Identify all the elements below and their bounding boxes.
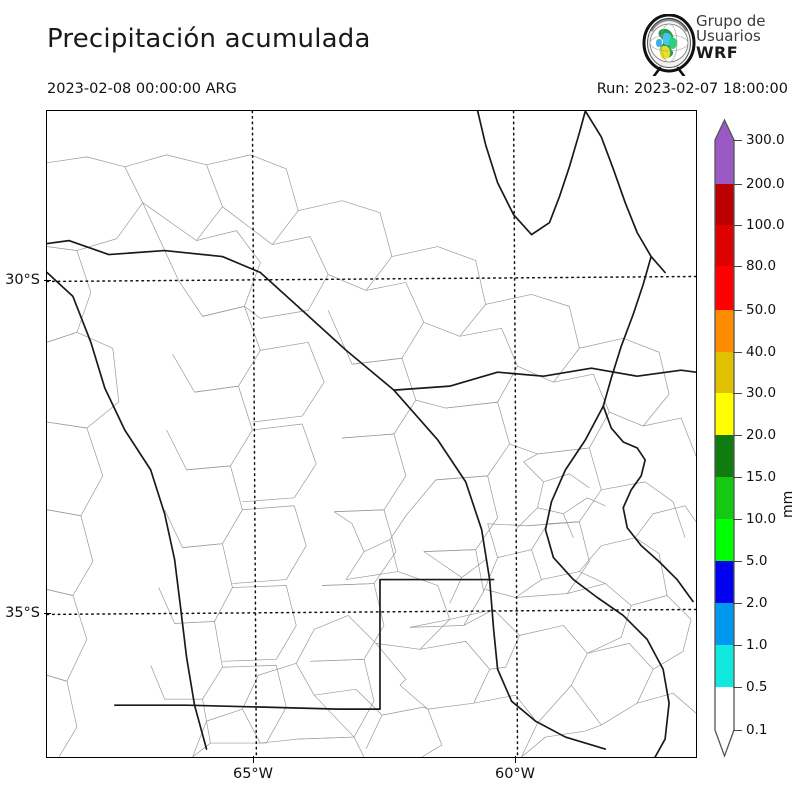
colorbar-label-300: 300.0	[746, 132, 785, 148]
colorbar-tick-10	[733, 519, 742, 521]
logo-line-2: Usuarios	[696, 27, 761, 46]
colorbar-label-01: 0.1	[746, 722, 768, 738]
colorbar-tick-50	[733, 310, 742, 312]
colorbar-over-arrow	[715, 120, 734, 140]
axis-label-lat-35S: 35°S	[5, 605, 40, 621]
province-borders	[47, 111, 696, 757]
colorbar-label-100: 100.0	[746, 217, 785, 233]
map-canvas[interactable]	[46, 110, 697, 758]
latitude-line-30S	[47, 275, 696, 283]
brand-logo: Grupo de Usuarios WRF	[640, 12, 800, 78]
colorbar-tick-40	[733, 352, 742, 354]
axis-label-lon-65W: 65°W	[232, 766, 274, 782]
brand-logo-text: Grupo de Usuarios WRF	[696, 12, 800, 62]
globe-emblem-icon	[640, 13, 698, 78]
page-title: Precipitación acumulada	[47, 24, 371, 54]
colorbar: 300.0 200.0 100.0 80.0 50.0 40.0 30.0 20…	[710, 118, 800, 758]
latitude-line-35S	[47, 608, 696, 616]
colorbar-tick-1	[733, 645, 742, 647]
tick-lat-30S	[44, 280, 51, 282]
run-time-label: Run: 2023-02-07 18:00:00	[596, 81, 788, 97]
colorbar-label-5: 5.0	[746, 553, 768, 569]
axis-label-lon-60W: 60°W	[494, 766, 536, 782]
colorbar-label-1: 1.0	[746, 637, 768, 653]
colorbar-tick-30	[733, 393, 742, 395]
longitude-line-65W	[251, 111, 258, 757]
colorbar-label-80: 80.0	[746, 258, 777, 274]
logo-line-1: Grupo de	[696, 12, 766, 30]
colorbar-tick-05	[733, 687, 742, 689]
colorbar-tick-300	[733, 140, 742, 142]
colorbar-tick-100	[733, 225, 742, 227]
tick-lon-60W	[515, 756, 517, 763]
colorbar-bands	[715, 140, 734, 730]
axis-label-lat-30S: 30°S	[5, 272, 40, 288]
colorbar-gradient	[714, 118, 735, 758]
logo-line-3: WRF	[696, 42, 739, 62]
colorbar-tick-2	[733, 603, 742, 605]
colorbar-label-20: 20.0	[746, 427, 777, 443]
colorbar-label-2: 2.0	[746, 595, 768, 611]
tick-lat-35S	[44, 613, 51, 615]
map-vector-layer	[47, 111, 696, 757]
colorbar-label-50: 50.0	[746, 302, 777, 318]
colorbar-label-10: 10.0	[746, 511, 777, 527]
colorbar-label-30: 30.0	[746, 385, 777, 401]
colorbar-tick-5	[733, 561, 742, 563]
colorbar-tick-80	[733, 266, 742, 268]
colorbar-tick-15	[733, 477, 742, 479]
colorbar-label-15: 15.0	[746, 469, 777, 485]
colorbar-tick-200	[733, 184, 742, 186]
valid-time-label: 2023-02-08 00:00:00 ARG	[47, 81, 237, 97]
colorbar-label-200: 200.0	[746, 176, 785, 192]
colorbar-unit-label: mm	[780, 490, 796, 518]
department-boundaries	[47, 154, 696, 757]
colorbar-tick-01	[733, 730, 742, 732]
colorbar-under-arrow	[715, 730, 734, 756]
colorbar-label-40: 40.0	[746, 344, 777, 360]
graticule	[47, 111, 696, 757]
longitude-line-60W	[512, 111, 519, 757]
colorbar-label-05: 0.5	[746, 679, 768, 695]
tick-lon-65W	[253, 756, 255, 763]
colorbar-tick-20	[733, 435, 742, 437]
